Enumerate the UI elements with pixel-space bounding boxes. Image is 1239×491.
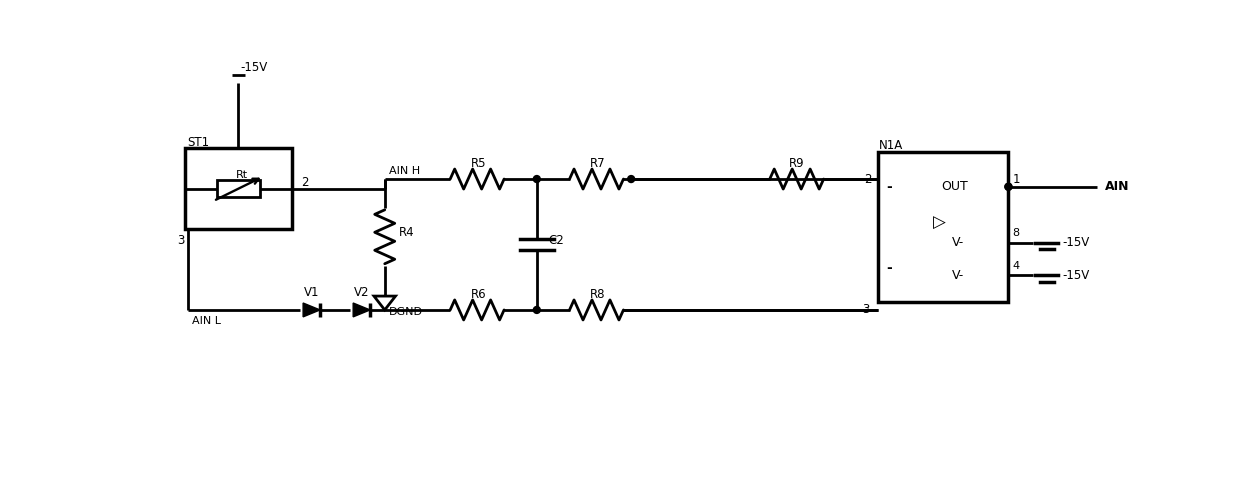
Polygon shape [353, 303, 370, 317]
Circle shape [1005, 183, 1012, 190]
Text: DGND: DGND [389, 307, 422, 317]
Polygon shape [304, 303, 320, 317]
Text: R8: R8 [590, 288, 606, 301]
Text: 3: 3 [177, 234, 185, 247]
Text: ST1: ST1 [187, 136, 209, 149]
Text: R5: R5 [471, 157, 487, 170]
Text: OUT: OUT [942, 180, 968, 193]
Text: Rt: Rt [237, 170, 248, 180]
Text: 2: 2 [301, 176, 309, 189]
Circle shape [628, 176, 634, 183]
Text: AIN H: AIN H [389, 166, 420, 176]
Text: AIN L: AIN L [192, 317, 222, 327]
Bar [217, 180, 260, 197]
Text: V2: V2 [354, 286, 369, 299]
Text: -15V: -15V [240, 61, 268, 74]
Text: R9: R9 [789, 157, 804, 170]
Text: -15V: -15V [1062, 269, 1089, 282]
Text: V1: V1 [304, 286, 320, 299]
Text: AIN: AIN [1105, 180, 1129, 193]
Text: R6: R6 [471, 288, 487, 301]
Text: N1A: N1A [880, 138, 903, 152]
Circle shape [533, 306, 540, 313]
Text: ▷: ▷ [933, 214, 945, 232]
Bar [877, 152, 1009, 302]
Text: 3: 3 [862, 303, 870, 316]
Circle shape [533, 176, 540, 183]
Text: C2: C2 [549, 234, 564, 247]
Text: R4: R4 [399, 226, 414, 240]
Bar [185, 148, 292, 229]
Text: -15V: -15V [1062, 236, 1089, 249]
Circle shape [1005, 183, 1012, 190]
Text: 2: 2 [865, 172, 872, 186]
Text: 8: 8 [1012, 228, 1020, 238]
Text: -: - [886, 261, 892, 274]
Text: V-: V- [953, 236, 964, 249]
Text: R7: R7 [590, 157, 606, 170]
Text: 4: 4 [1012, 261, 1020, 271]
Text: 1: 1 [1012, 172, 1020, 186]
Text: -: - [886, 180, 892, 194]
Text: V-: V- [953, 269, 964, 282]
